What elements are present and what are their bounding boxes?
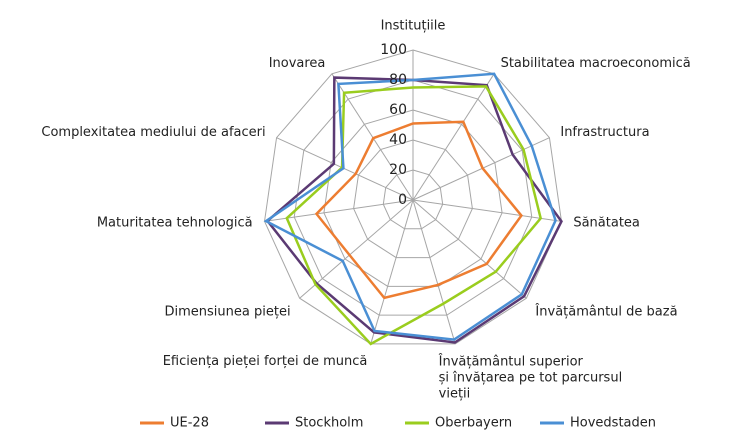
legend-label: Hovedstaden (570, 416, 656, 431)
grid-ring (382, 169, 444, 230)
axis-label: Complexitatea mediului de afaceri (41, 125, 265, 140)
axis-label: Dimensiunea pieței (165, 305, 291, 320)
axis-label: Stabilitatea macroeconomică (501, 56, 691, 71)
spoke (276, 137, 414, 201)
axis-label: Maturitatea tehnologică (97, 216, 253, 231)
spoke (299, 199, 414, 299)
y-tick-label: 20 (389, 162, 407, 178)
legend-label: Stockholm (295, 416, 363, 431)
axis-label-line: și învățarea pe tot parcursul (439, 370, 623, 385)
axis-label: Eficiența pieței forței de muncă (163, 354, 368, 369)
spoke (331, 73, 414, 201)
grid-ring (264, 49, 562, 345)
grid-ring (353, 139, 473, 259)
axis-label-line: vieții (439, 386, 471, 401)
spoke (412, 199, 456, 345)
grid-ring (323, 109, 503, 287)
spoke (264, 199, 414, 222)
spoke (412, 199, 527, 299)
axis-label: Sănătatea (573, 216, 640, 231)
spoke (370, 199, 414, 345)
axis-label: Instituțiile (381, 19, 446, 34)
axis-label: Inovarea (269, 56, 326, 71)
y-tick-label: 40 (389, 132, 407, 148)
y-tick-label: 0 (398, 192, 407, 208)
axis-label: Infrastructura (560, 125, 649, 140)
grid-ring (293, 79, 533, 316)
y-tick-label: 60 (389, 102, 407, 118)
spoke (412, 137, 550, 201)
series-line (265, 76, 563, 344)
y-tick-label: 80 (389, 72, 407, 88)
spoke (412, 73, 495, 201)
series-line (314, 120, 523, 300)
axis-label-line: Învățământul superior (438, 353, 584, 369)
series-line (263, 72, 557, 341)
axis-label: Învățământul de bază (534, 304, 677, 320)
y-tick-label: 100 (380, 42, 407, 58)
legend-label: Oberbayern (435, 416, 512, 431)
legend-label: UE-28 (170, 416, 209, 431)
axis-label: Învățământul superior și învățarea pe tot… (438, 353, 623, 401)
spoke (412, 199, 562, 222)
